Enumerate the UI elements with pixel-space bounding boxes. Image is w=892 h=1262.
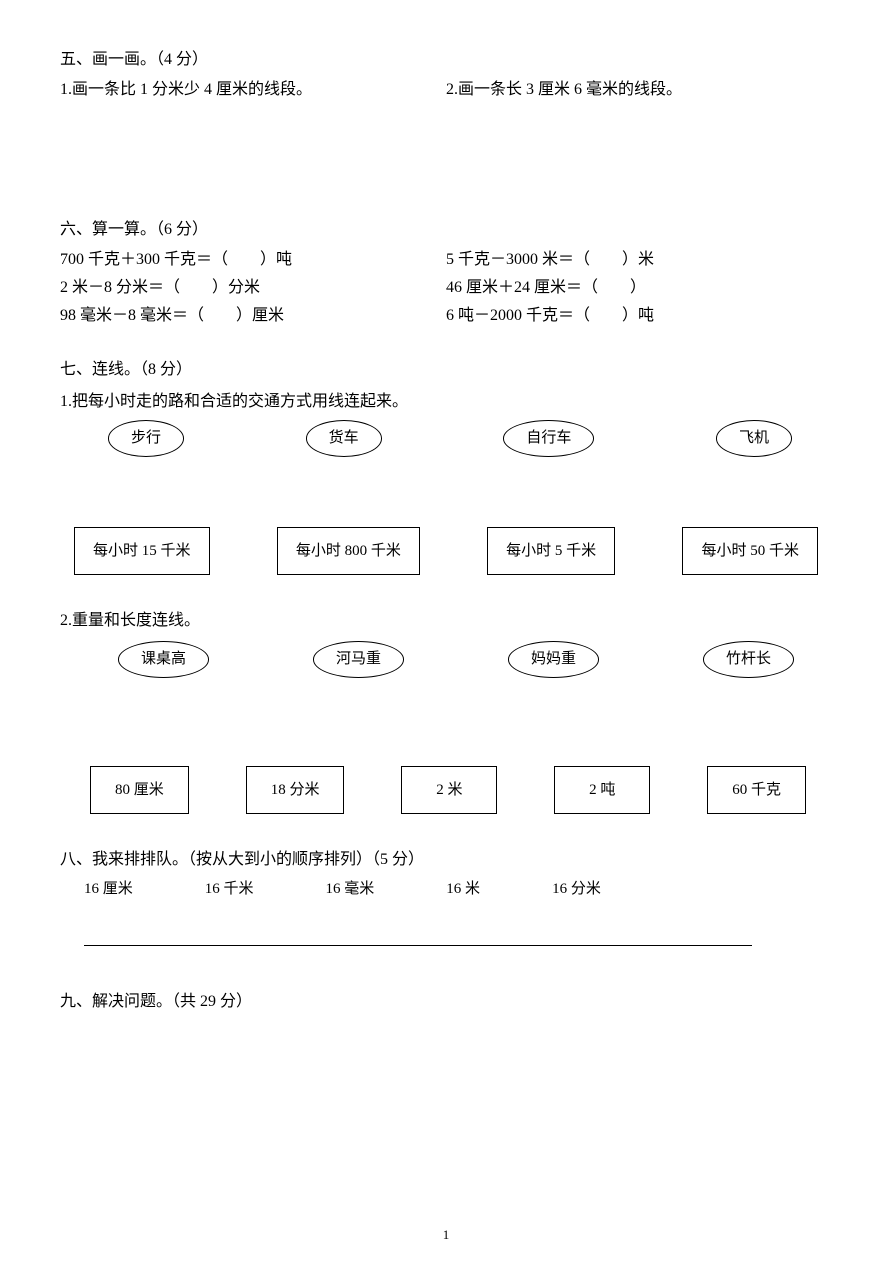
ellipse-plane: 飞机: [716, 420, 792, 457]
section-6-title: 六、算一算。（6 分）: [60, 218, 832, 242]
eq-1-right: 5 千克－3000 米＝（ ）米: [446, 248, 832, 272]
ellipse-mom: 妈妈重: [508, 641, 599, 678]
box-2t: 2 吨: [554, 766, 650, 815]
section-5-q2: 2.画一条长 3 厘米 6 毫米的线段。: [446, 78, 832, 102]
ellipse-desk: 课桌高: [118, 641, 209, 678]
sort-item-4: 16 米: [446, 878, 480, 901]
section-5-q1: 1.画一条比 1 分米少 4 厘米的线段。: [60, 78, 446, 102]
ellipse-hippo: 河马重: [313, 641, 404, 678]
section-8-title: 八、我来排排队。（按从大到小的顺序排列）（5 分）: [60, 848, 832, 872]
ellipse-truck: 货车: [306, 420, 382, 457]
weight-box-row: 80 厘米 18 分米 2 米 2 吨 60 千克: [90, 766, 806, 815]
box-5km: 每小时 5 千米: [487, 527, 615, 576]
box-18dm: 18 分米: [246, 766, 345, 815]
eq-1-left: 700 千克＋300 千克＝（ ）吨: [60, 248, 446, 272]
section-7-sub1-prompt: 1.把每小时走的路和合适的交通方式用线连起来。: [60, 390, 832, 414]
box-2m: 2 米: [401, 766, 497, 815]
ellipse-bamboo: 竹杆长: [703, 641, 794, 678]
section-5-title: 五、画一画。（4 分）: [60, 48, 832, 72]
section-7-sub2-prompt: 2.重量和长度连线。: [60, 609, 832, 633]
sort-item-5: 16 分米: [552, 878, 601, 901]
ellipse-bike: 自行车: [503, 420, 594, 457]
box-50km: 每小时 50 千米: [682, 527, 818, 576]
ellipse-walk: 步行: [108, 420, 184, 457]
weight-ellipse-row: 课桌高 河马重 妈妈重 竹杆长: [118, 641, 794, 678]
answer-line: [84, 945, 752, 946]
section-6-body: 700 千克＋300 千克＝（ ）吨 5 千克－3000 米＝（ ）米 2 米－…: [60, 248, 832, 328]
section-9-title: 九、解决问题。（共 29 分）: [60, 990, 832, 1014]
box-60kg: 60 千克: [707, 766, 806, 815]
section-5-questions: 1.画一条比 1 分米少 4 厘米的线段。 2.画一条长 3 厘米 6 毫米的线…: [60, 78, 832, 102]
eq-2-right: 46 厘米＋24 厘米＝（ ）: [446, 276, 832, 300]
eq-3-left: 98 毫米－8 毫米＝（ ）厘米: [60, 304, 446, 328]
page-number: 1: [0, 1225, 892, 1245]
section-8-items: 16 厘米 16 千米 16 毫米 16 米 16 分米: [84, 878, 832, 901]
box-80cm: 80 厘米: [90, 766, 189, 815]
box-800km: 每小时 800 千米: [277, 527, 420, 576]
section-7-title: 七、连线。（8 分）: [60, 358, 832, 382]
eq-2-left: 2 米－8 分米＝（ ）分米: [60, 276, 446, 300]
sort-item-2: 16 千米: [205, 878, 254, 901]
box-15km: 每小时 15 千米: [74, 527, 210, 576]
sort-item-3: 16 毫米: [326, 878, 375, 901]
transport-box-row: 每小时 15 千米 每小时 800 千米 每小时 5 千米 每小时 50 千米: [74, 527, 818, 576]
eq-3-right: 6 吨－2000 千克＝（ ）吨: [446, 304, 832, 328]
transport-ellipse-row: 步行 货车 自行车 飞机: [108, 420, 792, 457]
sort-item-1: 16 厘米: [84, 878, 133, 901]
